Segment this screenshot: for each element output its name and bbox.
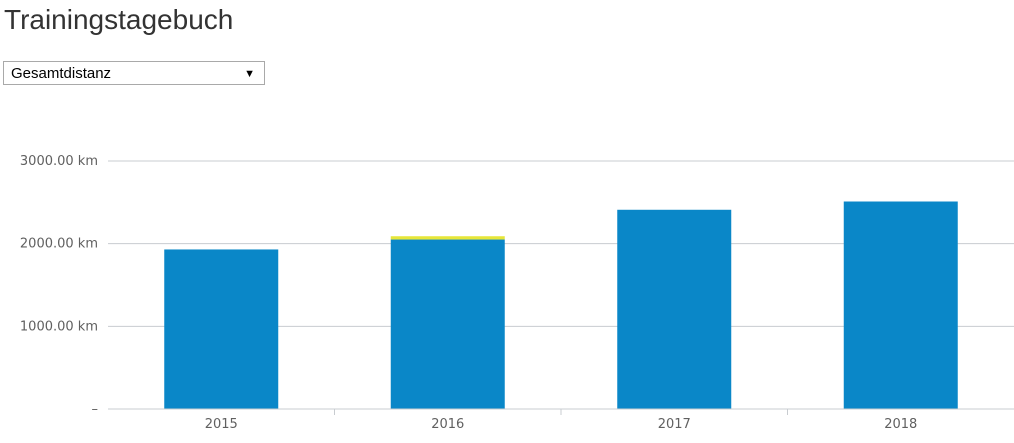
- y-tick-label: 2000.00 km: [20, 237, 98, 252]
- triangle-down-icon: ▼: [244, 68, 255, 80]
- y-tick-label: 3000.00 km: [20, 154, 98, 169]
- x-tick-label: 2017: [658, 417, 691, 432]
- metric-select[interactable]: Gesamtdistanz ▼: [3, 61, 265, 85]
- metric-select-value: Gesamtdistanz: [11, 65, 112, 82]
- bar-2016-series-0[interactable]: [390, 239, 505, 409]
- y-tick-label: 1000.00 km: [20, 319, 98, 334]
- x-tick-label: 2018: [884, 417, 917, 432]
- bar-2015-series-0[interactable]: [164, 249, 279, 409]
- page-title: Trainingstagebuch: [4, 4, 234, 35]
- x-tick-label: 2015: [205, 417, 238, 432]
- bar-2016-series-1[interactable]: [390, 236, 505, 240]
- x-tick-label: 2016: [431, 417, 464, 432]
- y-tick-label: –: [92, 402, 99, 417]
- bar-2018-series-0[interactable]: [843, 201, 958, 409]
- bar-2017-series-0[interactable]: [617, 209, 732, 409]
